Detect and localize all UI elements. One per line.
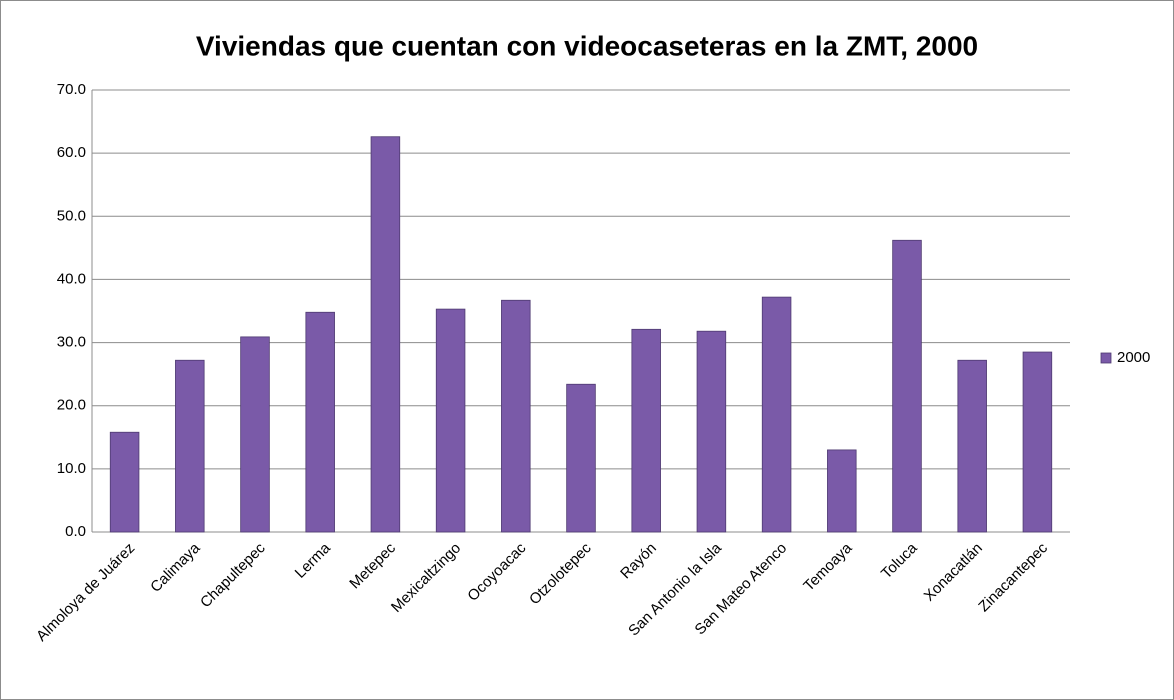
legend-label: 2000 <box>1117 349 1150 366</box>
bar <box>957 359 987 533</box>
bar <box>240 336 270 533</box>
bar <box>501 299 531 533</box>
y-tick-label: 0.0 <box>65 523 86 540</box>
bar <box>109 431 140 533</box>
legend-swatch <box>1100 352 1112 364</box>
bar <box>892 239 922 533</box>
bar <box>305 311 335 533</box>
bar <box>827 449 857 533</box>
bar <box>761 296 792 533</box>
y-tick-label: 10.0 <box>57 460 86 477</box>
y-tick-label: 40.0 <box>57 270 86 287</box>
bar <box>566 383 596 533</box>
bar <box>175 359 205 533</box>
chart-title: Viviendas que cuentan con videocaseteras… <box>196 30 978 61</box>
y-tick-label: 20.0 <box>57 397 86 414</box>
y-tick-label: 70.0 <box>57 81 86 98</box>
bar <box>370 136 401 533</box>
bar <box>435 308 466 533</box>
bar <box>696 330 727 533</box>
y-tick-label: 30.0 <box>57 334 86 351</box>
y-tick-label: 60.0 <box>57 144 86 161</box>
bar <box>631 328 661 533</box>
y-tick-label: 50.0 <box>57 207 86 224</box>
bar <box>1022 351 1053 533</box>
